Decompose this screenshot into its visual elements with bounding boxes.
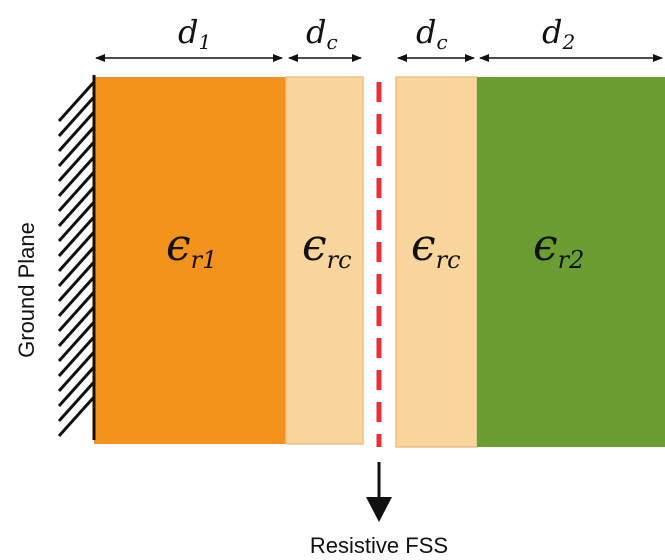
dc-right-label: dc [416,13,448,54]
d2-sub: 2 [561,30,575,54]
coating-right-rect [395,76,478,448]
coating-left-rect [285,76,364,445]
coating-right-eps: ϵ [411,220,436,271]
layer-2-rect [477,77,665,447]
coating-left-eps-sub: rc [327,246,352,274]
ground-plane-label: Ground Plane [14,222,39,358]
layer-1-eps: ϵ [166,220,191,271]
coating-right-permittivity-label: ϵrc [411,220,461,274]
ground-plane-hatch [57,75,96,440]
layer-1-eps-sub: r1 [191,246,218,274]
coating-left-permittivity-label: ϵrc [302,220,352,274]
dc-left-base: d [306,13,326,51]
layer-1-rect [94,77,286,444]
d2-base: d [542,13,562,51]
fss-pointer-arrowhead [366,497,392,522]
d1-base: d [178,13,198,51]
dc-right-base: d [416,13,436,51]
layer-2-eps-sub: r2 [558,246,585,274]
dc-right-sub: c [436,30,447,54]
layer-2-permittivity-label: ϵr2 [533,220,584,274]
dc-left-sub: c [326,30,337,54]
d1-label: d1 [178,13,211,54]
coating-right-eps-sub: rc [436,246,461,274]
d2-label: d2 [542,13,575,54]
dc-left-label: dc [306,13,338,54]
layer-1-permittivity-label: ϵr1 [166,220,217,274]
d1-sub: 1 [198,30,211,54]
resistive-fss-label: Resistive FSS [310,533,448,558]
layer-2-eps: ϵ [533,220,558,271]
coating-left-eps: ϵ [302,220,327,271]
